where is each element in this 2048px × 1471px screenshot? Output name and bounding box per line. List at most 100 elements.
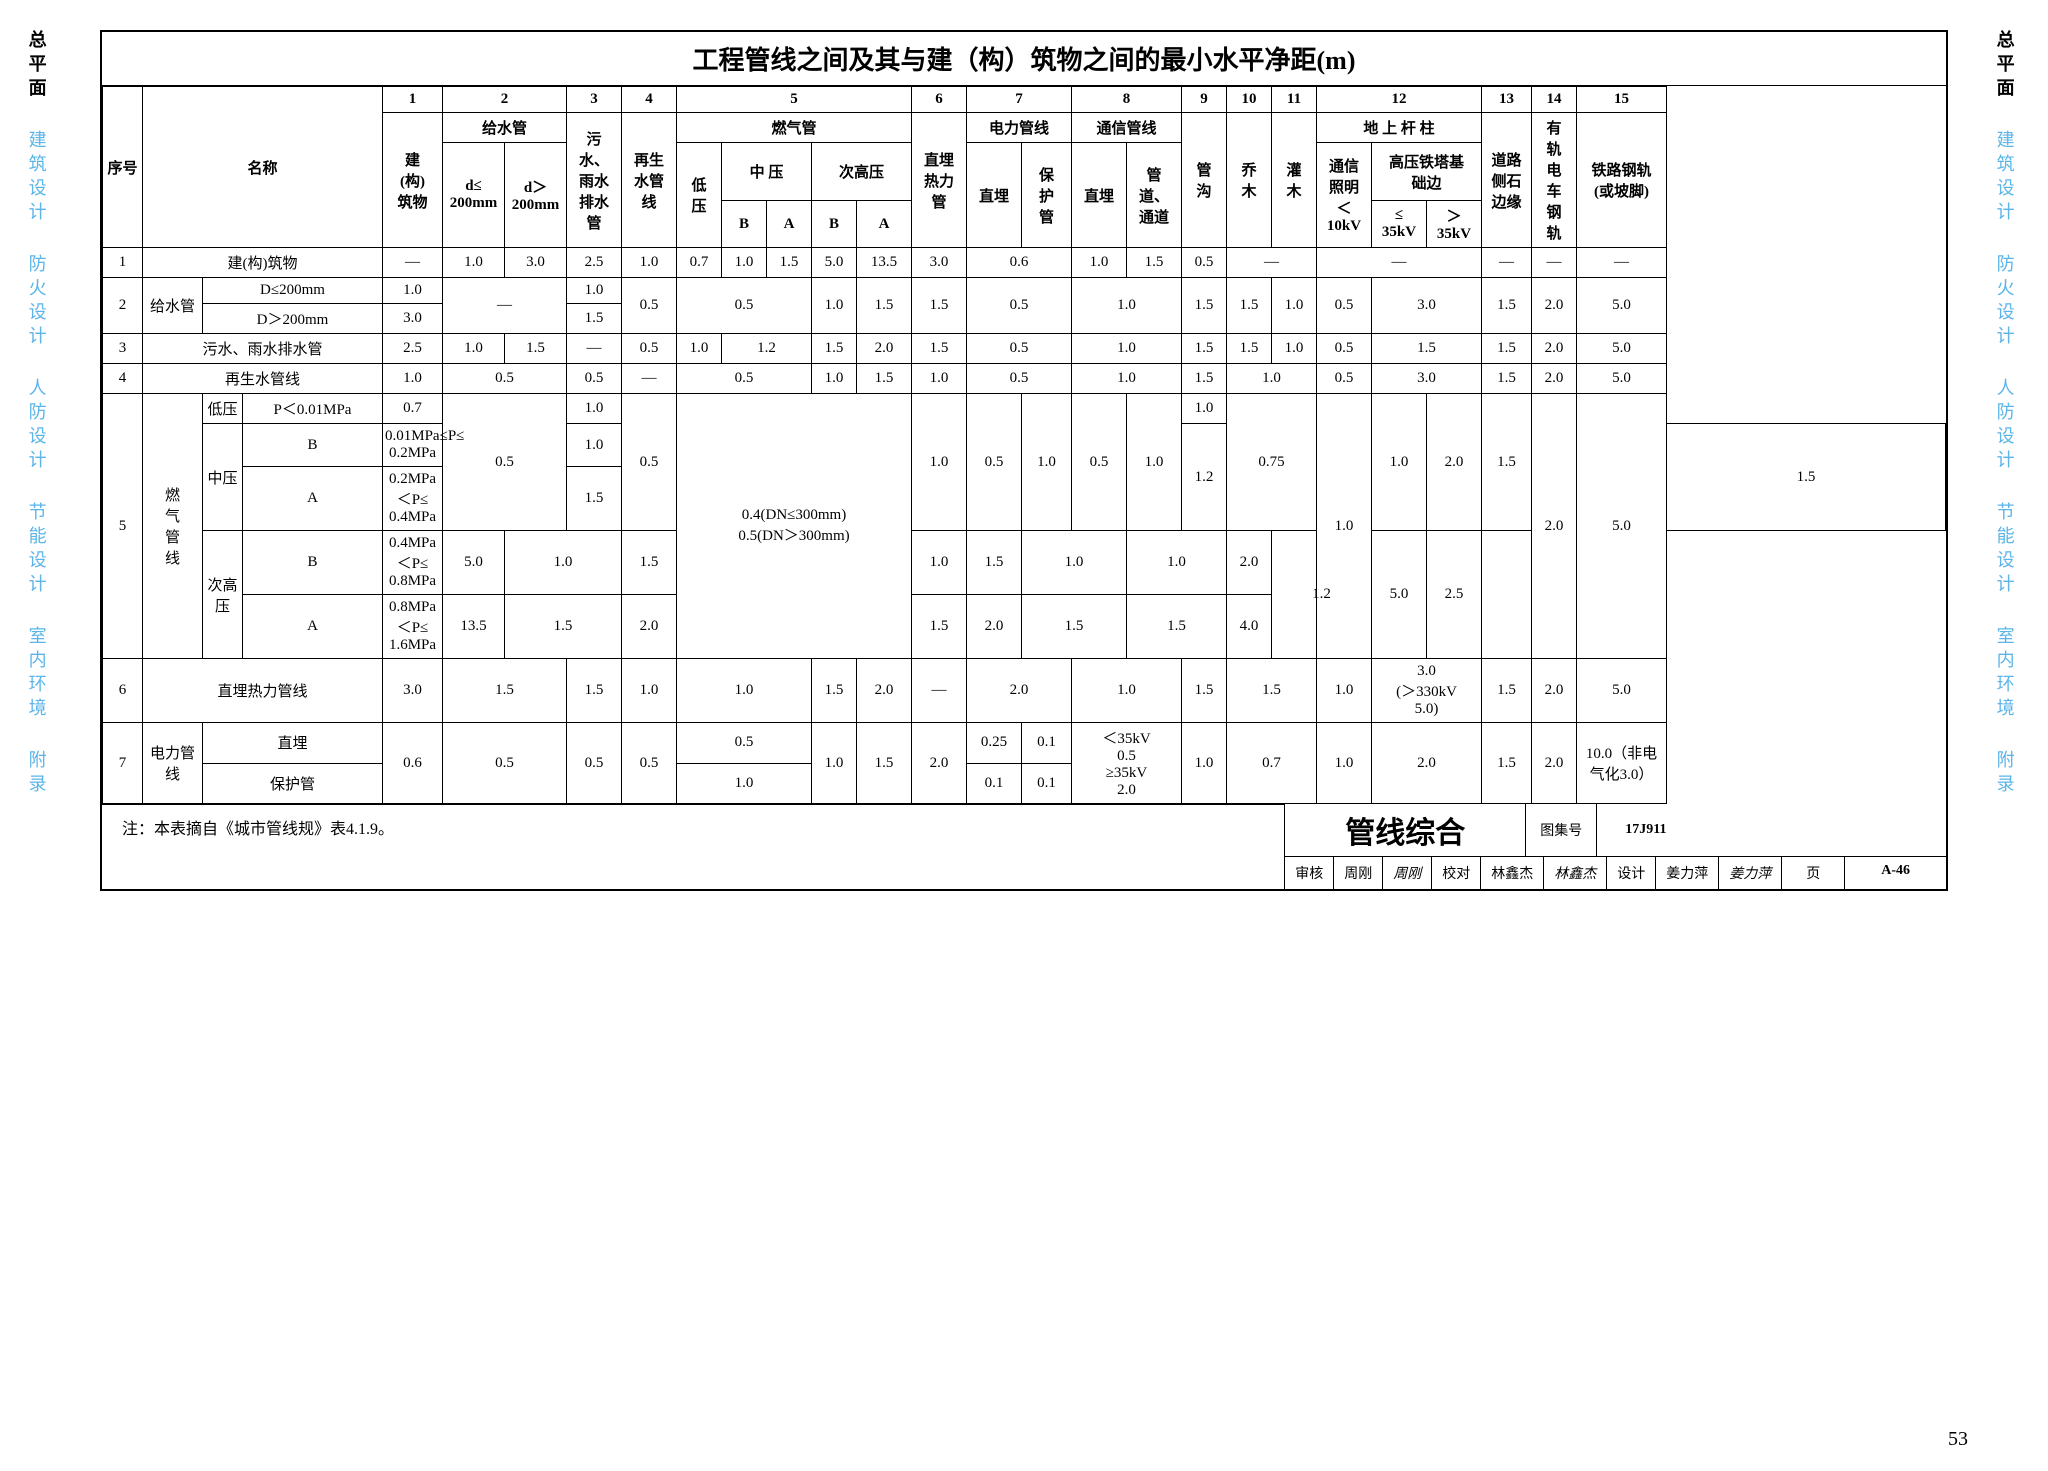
cell: 1.5 bbox=[857, 723, 912, 804]
th: 道路 侧石 边缘 bbox=[1482, 113, 1532, 248]
cell: 中压 bbox=[203, 424, 243, 531]
tuji-val: 17J911 bbox=[1596, 804, 1694, 856]
cell: 1.5 bbox=[1182, 278, 1227, 334]
cell: 0.5 bbox=[677, 723, 812, 764]
cell: 0.6 bbox=[967, 248, 1072, 278]
cell: 1.0 bbox=[912, 394, 967, 531]
cell: D＞200mm bbox=[203, 304, 383, 334]
cell: 1.5 bbox=[767, 248, 812, 278]
cell: — bbox=[622, 364, 677, 394]
f-lbl: 审核 bbox=[1285, 857, 1333, 889]
side-item[interactable]: 附录 bbox=[25, 750, 47, 798]
cell: 1.2 bbox=[1182, 424, 1227, 531]
cell: 1.2 bbox=[1272, 531, 1372, 659]
cell: 1.0 bbox=[622, 248, 677, 278]
cell: 1.0 bbox=[1182, 723, 1227, 804]
th-xuhao: 序号 bbox=[103, 87, 143, 248]
cell: 电力管线 bbox=[143, 723, 203, 804]
cell: 直埋 bbox=[203, 723, 383, 764]
side-item[interactable]: 建筑设计 bbox=[25, 130, 47, 226]
th-num: 1 bbox=[383, 87, 443, 113]
side-item[interactable]: 总平面 bbox=[25, 30, 47, 102]
cell: 1.0 bbox=[567, 278, 622, 304]
f-sig: 周刚 bbox=[1382, 857, 1431, 889]
th: B bbox=[812, 201, 857, 248]
ye-label: 页 bbox=[1781, 857, 1844, 889]
side-item[interactable]: 附录 bbox=[1993, 750, 2015, 798]
cell: 1.5 bbox=[1482, 659, 1532, 723]
cell: 1.5 bbox=[1372, 334, 1482, 364]
th-num: 11 bbox=[1272, 87, 1317, 113]
side-item[interactable]: 防火设计 bbox=[25, 254, 47, 350]
th-num: 14 bbox=[1532, 87, 1577, 113]
th: 高压铁塔基 础边 bbox=[1372, 143, 1482, 201]
cell: 1.5 bbox=[812, 659, 857, 723]
th-num: 12 bbox=[1317, 87, 1482, 113]
cell: 1.0 bbox=[812, 278, 857, 334]
side-item[interactable]: 人防设计 bbox=[1993, 378, 2015, 474]
th: 给水管 bbox=[443, 113, 567, 143]
cell: 2.0 bbox=[912, 723, 967, 804]
cell: 1.0 bbox=[677, 763, 812, 804]
cell: 1.5 bbox=[1182, 334, 1227, 364]
cell: 1.5 bbox=[567, 304, 622, 334]
cell: 1.5 bbox=[912, 595, 967, 659]
cell: 0.7 bbox=[383, 394, 443, 424]
cell: — bbox=[1577, 248, 1667, 278]
cell: 0.5 bbox=[967, 278, 1072, 334]
side-item[interactable]: 节能设计 bbox=[25, 502, 47, 598]
cell: 3.0 bbox=[505, 248, 567, 278]
cell: 1.5 bbox=[567, 467, 622, 531]
cell: 1.0 bbox=[505, 531, 622, 595]
cell: 1.0 bbox=[567, 424, 622, 467]
cell: 1.0 bbox=[1317, 723, 1372, 804]
cell: 0.4MPa＜P≤ 0.8MPa bbox=[383, 531, 443, 595]
cell: 10.0（非电 气化3.0） bbox=[1577, 723, 1667, 804]
side-item[interactable]: 建筑设计 bbox=[1993, 130, 2015, 226]
cell: 1.0 bbox=[1372, 394, 1427, 531]
th-num: 10 bbox=[1227, 87, 1272, 113]
cell: 0.1 bbox=[967, 763, 1022, 804]
cell: 燃 气 管 线 bbox=[143, 394, 203, 659]
cell: 0.5 bbox=[622, 394, 677, 531]
cell: 1.5 bbox=[1227, 659, 1317, 723]
cell: 5.0 bbox=[1577, 278, 1667, 334]
th: 保 护 管 bbox=[1022, 143, 1072, 248]
cell: 1.0 bbox=[1022, 394, 1072, 531]
cell: 低压 bbox=[203, 394, 243, 424]
cell: 5.0 bbox=[1577, 659, 1667, 723]
cell: 2.0 bbox=[1532, 278, 1577, 334]
cell: 0.5 bbox=[443, 394, 567, 531]
cell: 1 bbox=[103, 248, 143, 278]
th: 灌 木 bbox=[1272, 113, 1317, 248]
cell: 1.0 bbox=[1317, 659, 1372, 723]
cell: 0.7 bbox=[677, 248, 722, 278]
th: 低 压 bbox=[677, 143, 722, 248]
cell: 1.0 bbox=[1072, 278, 1182, 334]
th: 中 压 bbox=[722, 143, 812, 201]
cell: 0.5 bbox=[622, 334, 677, 364]
cell: 1.5 bbox=[967, 531, 1022, 595]
side-item[interactable]: 总平面 bbox=[1993, 30, 2015, 102]
cell: 0.5 bbox=[622, 723, 677, 804]
th-num: 4 bbox=[622, 87, 677, 113]
side-item[interactable]: 室内环境 bbox=[25, 626, 47, 722]
cell: 1.0 bbox=[722, 248, 767, 278]
side-item[interactable]: 防火设计 bbox=[1993, 254, 2015, 350]
side-item[interactable]: 室内环境 bbox=[1993, 626, 2015, 722]
cell: 次高 压 bbox=[203, 531, 243, 659]
cell: 保护管 bbox=[203, 763, 383, 804]
cell: A bbox=[243, 595, 383, 659]
th: 再生 水管 线 bbox=[622, 113, 677, 248]
cell: 3.0 bbox=[912, 248, 967, 278]
cell: 1.0 bbox=[1127, 394, 1182, 531]
cell: — bbox=[443, 278, 567, 334]
cell: 1.0 bbox=[1272, 334, 1317, 364]
th: 乔 木 bbox=[1227, 113, 1272, 248]
cell: 0.5 bbox=[1317, 278, 1372, 334]
cell: 1.5 bbox=[1227, 334, 1272, 364]
cell: 直埋热力管线 bbox=[143, 659, 383, 723]
th: 次高压 bbox=[812, 143, 912, 201]
side-item[interactable]: 人防设计 bbox=[25, 378, 47, 474]
side-item[interactable]: 节能设计 bbox=[1993, 502, 2015, 598]
